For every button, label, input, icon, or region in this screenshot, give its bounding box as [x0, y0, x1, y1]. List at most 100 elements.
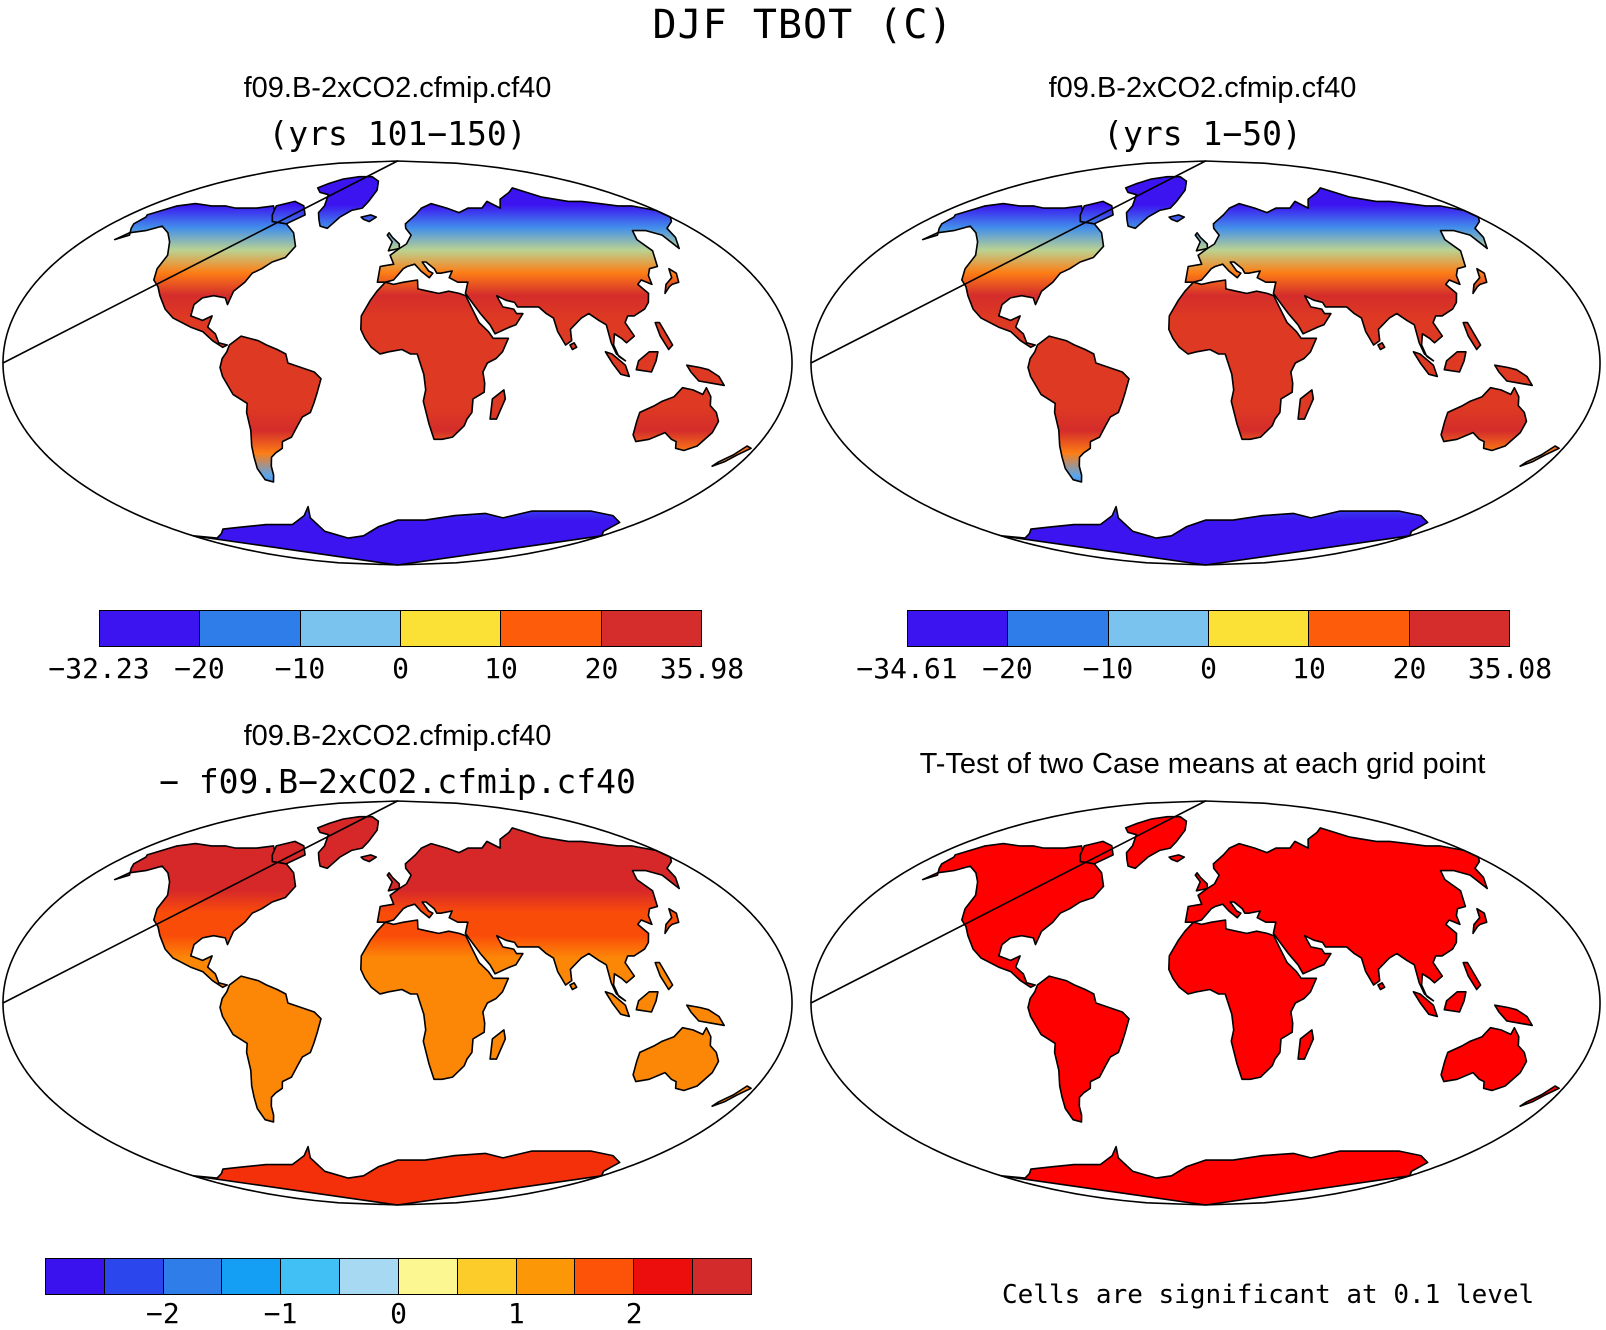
landmass-eurasia: [1184, 827, 1488, 1002]
landmass-philippines: [654, 321, 674, 351]
panel-2-title: f09.B-2xCO2.cfmip.cf40: [1048, 72, 1357, 104]
landmass-srilanka: [1377, 982, 1386, 991]
colorbar-swatch: [1309, 611, 1410, 646]
landmass-baffin: [1079, 840, 1114, 865]
colorbar-swatch: [1008, 611, 1109, 646]
landmass-srilanka: [1377, 342, 1386, 351]
colorbar-tick-label: −1: [263, 1297, 298, 1330]
colorbar-swatch: [100, 611, 201, 646]
panel-3-map: [2, 800, 793, 1206]
landmass-greenland: [1124, 815, 1188, 870]
panel-3-colorbar-labels: −2 −1 0 1 2: [45, 1297, 752, 1330]
colorbar-tick-label: 35.98: [659, 652, 745, 685]
colorbar-swatch: [601, 611, 701, 646]
colorbar-tick-label: 0: [392, 652, 409, 685]
colorbar-tick-label: −10: [1082, 652, 1134, 685]
landmass-borneo: [1443, 351, 1467, 373]
panel-2-colorbar-labels: −34.61 −20 −10 0 10 20 35.08: [856, 652, 1552, 686]
landmass-japan: [1472, 907, 1488, 935]
colorbar-swatch: [693, 1259, 751, 1294]
landmass-southAmerica: [1027, 975, 1130, 1123]
colorbar-swatch: [200, 611, 301, 646]
landmass-africa: [360, 279, 510, 441]
colorbar-swatch: [575, 1259, 635, 1294]
landmass-iceland: [360, 214, 378, 223]
panel-3-subtitle: − f09.B−2xCO2.cfmip.cf40: [159, 762, 636, 801]
landmass-australia: [632, 386, 720, 452]
panel-4-title: T-Test of two Case means at each grid po…: [919, 748, 1486, 780]
landmass-nz: [711, 1085, 752, 1107]
landmass-uk: [386, 232, 401, 252]
colorbar-tick-label: −2: [145, 1297, 180, 1330]
colorbar-tick-label: 20: [584, 652, 619, 685]
landmass-baffin: [271, 840, 306, 865]
landmass-sumatra: [604, 351, 631, 378]
colorbar-swatch: [457, 1259, 517, 1294]
colorbar-tick-label: −34.61: [856, 652, 958, 685]
colorbar-tick-label: 2: [625, 1297, 643, 1330]
colorbar-tick-label: 0: [1200, 652, 1217, 685]
panel-3-title: f09.B-2xCO2.cfmip.cf40: [243, 720, 552, 752]
landmass-newguinea: [686, 364, 725, 387]
map-border: [2, 800, 793, 1206]
landmass-srilanka: [569, 982, 578, 991]
landmass-antarctica: [1000, 505, 1429, 566]
landmass-australia: [1440, 1026, 1528, 1092]
landmass-borneo: [635, 991, 659, 1013]
landmass-japan: [664, 267, 680, 295]
landmass-philippines: [1462, 321, 1482, 351]
landmass-antarctica: [1000, 1145, 1429, 1206]
colorbar-swatch: [104, 1259, 164, 1294]
landmass-greenland: [1124, 175, 1188, 230]
colorbar-swatch: [222, 1259, 282, 1294]
panel-1-map: [2, 160, 793, 566]
colorbar-swatch: [398, 1259, 458, 1294]
landmass-baffin: [271, 200, 306, 225]
landmass-japan: [1472, 267, 1488, 295]
colorbar-tick-label: 10: [484, 652, 518, 685]
landmass-srilanka: [569, 342, 578, 351]
colorbar-swatch: [516, 1259, 576, 1294]
colorbar-tick-label: 35.08: [1467, 652, 1553, 685]
panel-1-subtitle: (yrs 101−150): [268, 114, 527, 153]
landmass-japan: [664, 907, 680, 935]
landmass-newguinea: [1494, 1004, 1533, 1027]
map-ocean: [811, 161, 1600, 565]
colorbar-tick-label: 20: [1392, 652, 1427, 685]
panel-2-map: [810, 160, 1601, 566]
panel-2-subtitle: (yrs 1−50): [1103, 114, 1302, 153]
landmass-iceland: [1168, 854, 1186, 863]
colorbar-swatch: [46, 1259, 105, 1294]
landmass-eurasia: [376, 827, 680, 1002]
landmass-nz: [1519, 445, 1560, 467]
colorbar-tick-label: −20: [174, 652, 225, 685]
panel-1-title: f09.B-2xCO2.cfmip.cf40: [243, 72, 552, 104]
landmass-philippines: [654, 961, 674, 991]
landmass-uk: [1194, 872, 1209, 892]
landmass-sumatra: [1412, 991, 1439, 1018]
colorbar-swatch: [400, 611, 502, 646]
landmass-baffin: [1079, 200, 1114, 225]
landmass-iceland: [360, 854, 378, 863]
map-border: [810, 800, 1601, 1206]
significance-note: Cells are significant at 0.1 level: [1002, 1280, 1535, 1310]
map-border: [810, 160, 1601, 566]
landmass-newguinea: [1494, 364, 1533, 387]
landmass-nz: [711, 445, 752, 467]
panel-3-colorbar: [45, 1258, 752, 1295]
landmass-southAmerica: [219, 335, 322, 483]
colorbar-swatch: [634, 1259, 694, 1294]
landmass-southAmerica: [219, 975, 322, 1123]
landmass-madagascar: [489, 389, 507, 420]
landmass-eurasia: [376, 187, 680, 362]
colorbar-tick-label: −20: [982, 652, 1033, 685]
colorbar-swatch: [1208, 611, 1310, 646]
landmass-southAmerica: [1027, 335, 1130, 483]
panel-1-colorbar-labels: −32.23 −20 −10 0 10 20 35.98: [48, 652, 744, 686]
colorbar-tick-label: 10: [1292, 652, 1326, 685]
panel-1-colorbar: [99, 610, 702, 647]
landmass-greenland: [316, 175, 380, 230]
colorbar-swatch: [281, 1259, 341, 1294]
landmass-africa: [1168, 919, 1318, 1081]
landmass-greenland: [316, 815, 380, 870]
